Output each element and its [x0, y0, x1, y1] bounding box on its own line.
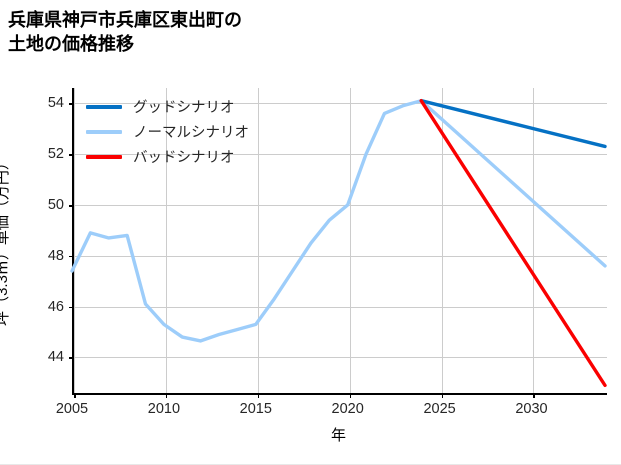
x-tick-label: 2020 [331, 401, 364, 417]
gridline-horizontal [74, 103, 607, 105]
y-tick-mark [69, 306, 74, 309]
legend-swatch-icon [86, 129, 122, 134]
legend-item[interactable]: ノーマルシナリオ [86, 119, 249, 144]
legend-label: グッドシナリオ [133, 100, 235, 116]
x-tick-label: 2025 [423, 401, 456, 417]
legend-label: バッドシナリオ [133, 150, 235, 166]
x-tick-label: 2005 [55, 401, 89, 417]
gridline-horizontal [74, 204, 607, 206]
gridline-vertical [533, 88, 535, 393]
gridline-vertical [257, 88, 259, 393]
x-tick-mark [441, 393, 444, 398]
y-tick-mark [69, 154, 74, 156]
y-tick-label: 48 [47, 247, 64, 264]
legend-item[interactable]: バッドシナリオ [86, 144, 249, 169]
gridline-vertical [165, 88, 167, 393]
series-line-グッドシナリオ [419, 99, 607, 149]
y-tick-mark [69, 357, 74, 359]
x-tick-mark [533, 393, 536, 398]
x-tick-label: 2010 [147, 401, 181, 417]
legend-swatch-icon [86, 104, 122, 109]
gridline-horizontal [74, 154, 607, 156]
x-tick-label: 2015 [239, 401, 272, 417]
legend-swatch-icon [86, 154, 122, 159]
legend-item[interactable]: グッドシナリオ [86, 94, 249, 119]
series-line-バッドシナリオ [419, 99, 607, 388]
gridline-horizontal [74, 255, 607, 257]
y-tick-label: 52 [47, 146, 64, 163]
x-tick-mark [74, 393, 76, 398]
gridline-horizontal [74, 357, 607, 359]
x-axis-label: 年 [330, 427, 346, 444]
gridline-horizontal [74, 306, 607, 308]
series-line-ノーマルシナリオ [70, 99, 607, 343]
legend-label: ノーマルシナリオ [133, 125, 249, 141]
x-tick-mark [165, 393, 168, 398]
y-tick-mark [69, 103, 74, 105]
y-tick-mark [69, 255, 74, 258]
gridline-vertical [349, 88, 351, 393]
page-title: 兵庫県神戸市兵庫区東出町の 土地の価格推移 [8, 10, 242, 55]
x-tick-mark [349, 393, 352, 398]
y-tick-label: 44 [47, 349, 64, 366]
gridline-vertical [441, 88, 443, 393]
y-tick-label: 54 [47, 95, 64, 112]
y-tick-mark [69, 204, 74, 207]
plot-area [69, 88, 607, 398]
gridline-vertical [74, 88, 75, 393]
chart-legend: グッドシナリオ ノーマルシナリオ バッドシナリオ [86, 94, 249, 169]
y-tick-label: 46 [47, 298, 64, 315]
x-tick-label: 2030 [515, 401, 548, 417]
y-tick-label: 50 [47, 196, 64, 213]
x-tick-mark [257, 393, 260, 398]
